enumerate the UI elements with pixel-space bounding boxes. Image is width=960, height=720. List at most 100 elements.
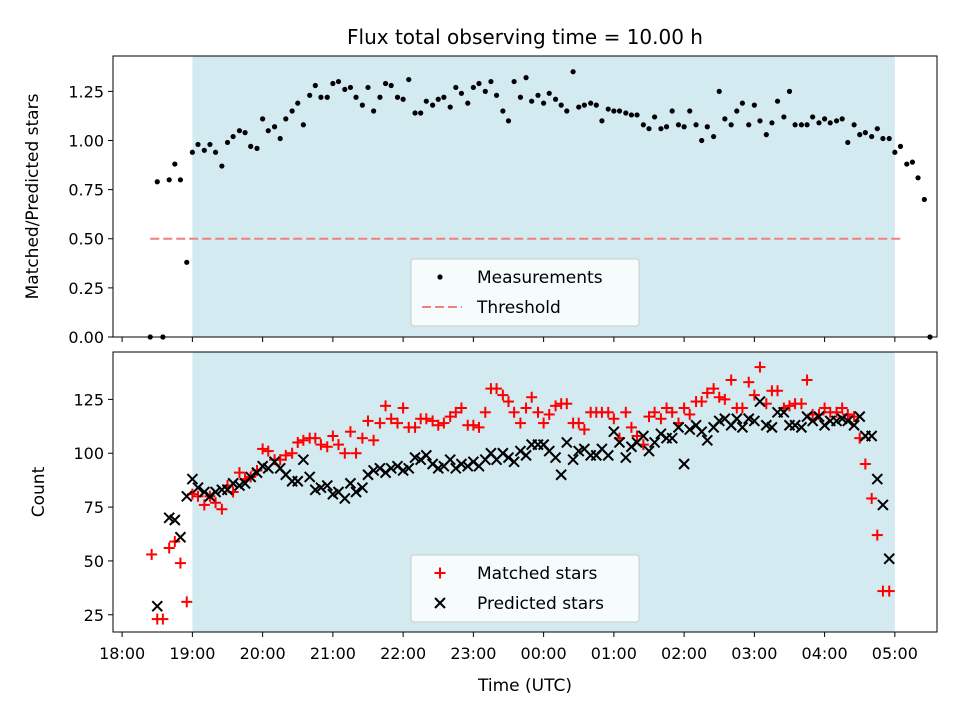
x-tick-label: 21:00 [310,644,356,663]
predicted-star-point [339,492,351,505]
predicted-star-point-b [748,415,761,427]
matched-star-point [678,402,690,414]
predicted-star-point-b [297,453,310,466]
x-tick-label: 05:00 [872,644,918,663]
predicted-star-point [672,421,685,434]
predicted-star-point-b [385,462,397,475]
matched-star-point [455,402,467,414]
measurement-point [781,114,787,120]
matched-star-point [655,413,667,425]
measurement-point [430,102,436,108]
bottom-legend-box [410,554,640,623]
measurement-point [634,112,640,118]
predicted-star-point [151,600,163,612]
measurement-points [147,69,933,340]
matched-star-point [625,421,637,433]
matched-star-point [701,387,713,399]
matched-star-point [420,413,432,425]
predicted-star-point-b [350,486,362,498]
predicted-star-point [315,481,327,494]
legend-measurements-marker [437,274,443,280]
matched-star-point [286,447,298,459]
x-tick-label: 01:00 [591,644,637,663]
predicted-star-point-b [163,512,175,524]
measurement-point [236,128,243,134]
matched-star-point [532,406,544,418]
measurement-point [833,118,840,124]
predicted-star-point-b [613,436,626,449]
measurement-point [886,135,892,142]
legend-predicted-x [434,597,446,609]
measurement-point [517,94,524,100]
predicted-star-point-b [684,423,696,436]
y-tick-label: 125 [73,390,104,409]
measurement-point [500,108,506,114]
predicted-star-point-b [256,460,269,472]
predicted-star-point [608,425,620,438]
matched-star-point [315,439,327,451]
measurement-point [166,177,172,183]
predicted-star-point [567,453,579,466]
measurement-point [804,122,810,128]
measurement-point [874,126,880,132]
measurement-point [318,94,324,100]
measurement-point [371,108,377,114]
measurement-point [892,149,898,155]
measurement-point [335,78,342,85]
measurement-point [669,108,675,114]
matched-star-point [198,499,210,511]
measurement-point [564,108,570,114]
matched-star-point [181,596,193,608]
predicted-star-point [637,430,650,442]
measurement-point [746,122,752,128]
measurement-point [541,100,547,106]
measurement-point [230,133,236,140]
measurement-point [453,84,459,91]
matched-star-point [631,430,643,442]
measurement-point [716,88,722,94]
matched-star-point [409,421,421,433]
measurement-point [904,161,910,167]
measurement-point [827,120,833,126]
predicted-star-point [292,475,304,487]
predicted-star-point-b [455,458,468,470]
predicted-star-point-b [620,451,632,464]
predicted-star-point-b [339,492,351,505]
measurement-point [447,104,453,110]
matched-star-point [146,548,158,560]
measurement-point [394,94,401,100]
measurement-point [172,161,178,167]
measurement-point [312,82,318,89]
measurement-point [611,108,617,114]
predicted-star-point [192,481,204,494]
measurement-point [921,196,927,203]
bottom-x-axis: 18:00 19:00 20:00 21:00 22:00 23:00 00:00 01:00… [99,632,918,663]
predicted-star-point [684,423,696,436]
measurement-point [260,116,266,122]
measurement-point [605,106,611,112]
predicted-star-point-b [332,486,345,498]
measurement-point [681,124,687,130]
measurement-point [816,120,822,126]
predicted-star-point-b [561,436,573,449]
predicted-star-point-b [754,395,766,408]
predicted-star-point [444,453,456,466]
measurement-point [822,116,828,122]
y-tick-label: 75 [84,498,104,517]
matched-star-point [467,419,479,431]
matched-star-point [321,441,333,453]
predicted-star-point [367,464,380,477]
predicted-star-point-b [836,413,848,425]
predicted-star-point [778,406,790,419]
predicted-star-point [455,458,468,470]
matched-star-point [497,389,509,401]
matched-star-point [374,417,386,429]
measurement-point [616,108,623,114]
predicted-star-point [766,421,778,434]
top-y-axis: 0.00 0.25 0.50 0.75 1.00 1.25 [68,82,113,347]
measurement-point [798,122,805,128]
measurement-point [265,128,271,134]
matched-star-point [327,430,339,442]
matched-star-point [602,406,614,418]
predicted-star-point [666,432,678,444]
